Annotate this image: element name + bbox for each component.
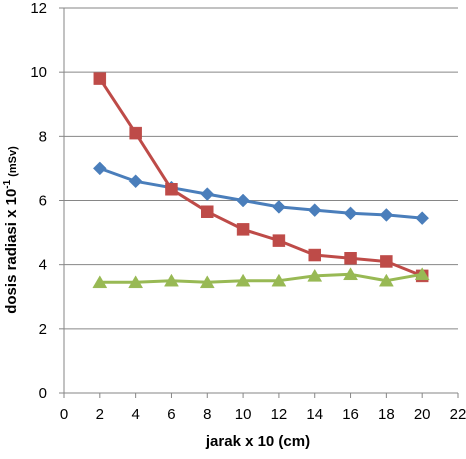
series-1-point-4 [200,187,215,201]
series-1-point-6 [272,200,286,214]
series-2-point-4 [201,205,214,218]
series-3-point-7 [307,268,323,282]
series-3-point-3 [164,273,179,287]
series-1-line [98,166,424,220]
series-3-point-5 [235,273,251,287]
x-tick-label-4: 8 [203,406,211,423]
y-axis-title: dosis radiasi x 10-1 (mSv) [2,146,20,314]
y-axis-title-superscript: -1 [2,179,13,188]
series-2-point-6 [272,234,286,247]
series-2-line [98,77,424,278]
series-3-line [98,272,424,284]
x-tick-label-11: 22 [450,406,466,423]
series-2-point-7 [308,248,321,262]
axes [59,7,459,398]
y-tick-label-2: 4 [39,257,47,274]
series-1 [92,161,430,225]
series-1-point-5 [236,193,250,208]
y-tick-label-0: 0 [39,385,47,402]
series-1-point-2 [128,174,143,189]
series-layer [92,72,430,289]
series-3-point-9 [378,273,394,287]
x-tick-label-8: 16 [342,406,359,423]
y-tick-label-5: 10 [30,64,47,81]
x-axis-title: jarak x 10 (cm) [205,433,310,450]
series-2-point-3 [165,183,178,196]
y-tick-label-4: 8 [39,128,47,145]
series-2-point-9 [380,255,393,268]
x-tick-label-9: 18 [378,406,395,423]
x-tick-label-1: 2 [96,406,104,423]
series-1-point-8 [343,206,358,221]
series-3-point-1 [92,275,108,289]
series-1-point-1 [92,161,107,176]
series-3 [92,267,430,289]
tick-labels: 0 2 4 6 8 10 12 14 16 18 20 22 0 2 4 6 8 10 12 [30,0,466,423]
x-tick-label-0: 0 [60,406,68,423]
series-2-point-8 [344,252,357,265]
x-tick-label-5: 10 [235,406,252,423]
x-tick-label-2: 4 [131,406,139,423]
y-tick-label-3: 6 [39,193,47,210]
series-1-point-7 [307,203,322,217]
series-3-point-2 [128,275,144,289]
series-3-point-6 [271,273,287,287]
series-2-point-5 [236,223,250,236]
series-3-point-4 [199,275,215,289]
x-tick-label-10: 20 [414,406,431,423]
y-axis-title-unit: (mSv) [7,146,19,177]
x-tick-label-3: 6 [167,406,175,423]
series-2 [93,72,429,283]
series-2-point-1 [93,72,107,85]
y-tick-label-6: 12 [30,0,47,17]
series-3-point-10 [414,267,430,281]
x-tick-label-7: 14 [306,406,323,423]
y-axis-title-main: dosis radiasi x 10 [3,189,20,314]
series-3-point-8 [343,267,358,281]
series-2-point-2 [129,126,142,140]
x-tick-label-6: 12 [271,406,288,423]
y-tick-label-1: 2 [39,321,47,338]
series-1-point-10 [415,211,430,225]
series-1-point-9 [379,208,394,222]
